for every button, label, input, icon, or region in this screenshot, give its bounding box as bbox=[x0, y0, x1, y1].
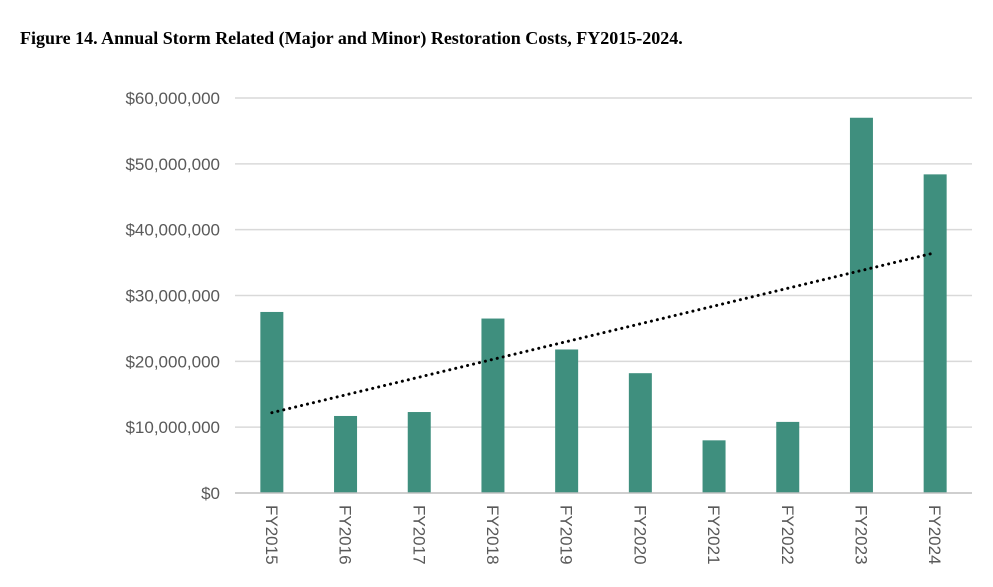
bar-fy2017 bbox=[407, 412, 431, 493]
x-tick-label: FY2022 bbox=[778, 505, 797, 565]
x-tick-label: FY2015 bbox=[262, 505, 281, 565]
bar-fy2024 bbox=[923, 174, 947, 493]
figure-title: Figure 14. Annual Storm Related (Major a… bbox=[20, 28, 683, 48]
x-tick-label: FY2023 bbox=[851, 505, 870, 565]
bar-fy2021 bbox=[702, 440, 726, 493]
bar-fy2016 bbox=[334, 415, 358, 493]
bar-fy2023 bbox=[849, 117, 873, 493]
bar-fy2022 bbox=[776, 421, 800, 493]
y-tick-label: $50,000,000 bbox=[125, 155, 220, 174]
trendline bbox=[270, 251, 937, 415]
trend-layer bbox=[270, 251, 937, 415]
x-tick-label: FY2016 bbox=[336, 505, 355, 565]
y-tick-label: $40,000,000 bbox=[125, 221, 220, 240]
y-tick-label: $0 bbox=[201, 484, 220, 503]
x-tick-label: FY2020 bbox=[630, 505, 649, 565]
x-tick-label: FY2018 bbox=[483, 505, 502, 565]
y-tick-label: $60,000,000 bbox=[125, 89, 220, 108]
x-tick-label: FY2017 bbox=[409, 505, 428, 565]
bar-fy2015 bbox=[260, 311, 284, 493]
label-layer: $0 $10,000,000 $20,000,000 $30,000,000 $40,0… bbox=[125, 89, 944, 565]
bar-fy2018 bbox=[481, 318, 505, 493]
x-tick-label: FY2024 bbox=[925, 505, 944, 565]
x-tick-label: FY2021 bbox=[704, 505, 723, 565]
x-tick-label: FY2019 bbox=[557, 505, 576, 565]
y-tick-label: $10,000,000 bbox=[125, 418, 220, 437]
bar-fy2020 bbox=[628, 373, 652, 493]
bar-layer bbox=[260, 117, 947, 493]
y-tick-label: $30,000,000 bbox=[125, 287, 220, 306]
bar-fy2019 bbox=[555, 349, 579, 493]
grid-layer bbox=[235, 97, 972, 428]
y-tick-label: $20,000,000 bbox=[125, 352, 220, 371]
